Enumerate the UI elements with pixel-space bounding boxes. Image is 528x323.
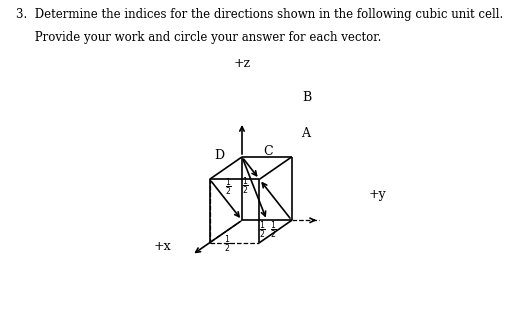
Text: $\frac{1}{2}$: $\frac{1}{2}$ [259, 220, 266, 241]
Text: 3.  Determine the indices for the directions shown in the following cubic unit c: 3. Determine the indices for the directi… [16, 8, 503, 21]
Text: +z: +z [233, 57, 251, 70]
Text: C: C [263, 145, 273, 158]
Text: $\frac{1}{2}$: $\frac{1}{2}$ [242, 175, 249, 197]
Text: $\frac{1}{2}$: $\frac{1}{2}$ [270, 220, 277, 241]
Text: +x: +x [154, 240, 171, 253]
Text: A: A [301, 127, 310, 140]
Text: Provide your work and circle your answer for each vector.: Provide your work and circle your answer… [16, 31, 381, 44]
Text: $\frac{1}{2}$: $\frac{1}{2}$ [225, 177, 232, 198]
Text: +y: +y [369, 188, 386, 201]
Text: B: B [302, 91, 312, 104]
Text: $\frac{1}{2}$: $\frac{1}{2}$ [223, 233, 231, 255]
Text: D: D [214, 149, 225, 162]
